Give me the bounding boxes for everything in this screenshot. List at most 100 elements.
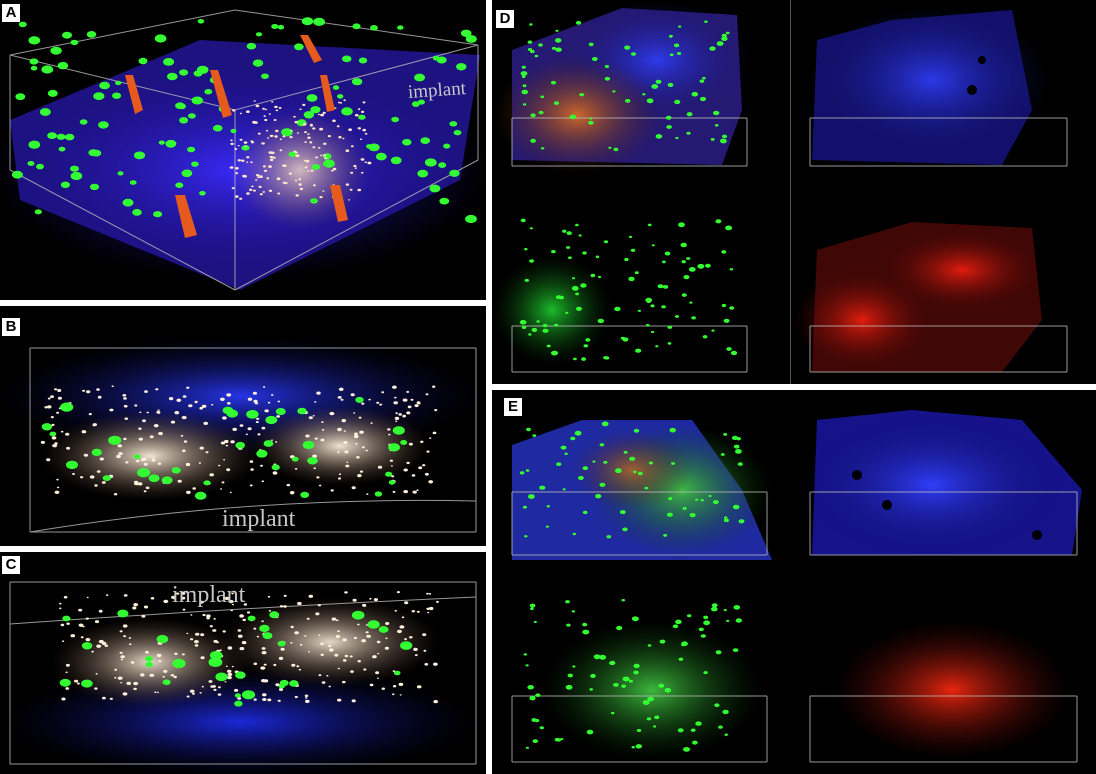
cell-dot [650, 304, 655, 308]
cell-dot [223, 459, 226, 461]
cell-dot [167, 72, 178, 81]
cell-dot [122, 394, 127, 397]
cell-dot [721, 303, 727, 308]
cell-dot [695, 721, 702, 726]
cell-dot [191, 161, 199, 167]
cell-dot [200, 633, 205, 637]
cell-dot [691, 316, 696, 320]
cell-dot [361, 639, 366, 643]
cell-dot [186, 490, 191, 494]
cell-dot [358, 114, 366, 120]
cell-dot [266, 177, 270, 180]
cell-dot [186, 695, 190, 698]
panel-e-render [511, 410, 1082, 763]
cell-dot [267, 698, 272, 702]
cell-dot [702, 76, 706, 80]
cell-dot [263, 440, 274, 447]
cell-dot [56, 133, 66, 140]
cell-dot [257, 132, 261, 135]
cell-dot [278, 656, 284, 660]
cell-dot [212, 629, 217, 632]
cell-dot [200, 656, 205, 660]
cell-dot [683, 275, 690, 280]
cell-dot [305, 159, 310, 163]
cell-dot [351, 78, 363, 86]
cell-dot [402, 415, 405, 418]
cell-dot [56, 411, 60, 414]
cell-dot [158, 660, 162, 663]
cell-dot [299, 643, 303, 646]
cell-dot [59, 607, 62, 610]
cell-dot [140, 673, 145, 677]
cell-dot [257, 176, 260, 179]
cell-dot [732, 648, 739, 652]
cell-dot [606, 535, 612, 539]
cell-dot [165, 139, 177, 148]
cell-dot [204, 89, 213, 95]
cell-dot [56, 478, 59, 481]
cell-dot [271, 439, 273, 441]
cell-dot [726, 347, 732, 351]
cell-dot [353, 164, 357, 168]
cell-dot [237, 629, 242, 632]
cell-dot [520, 71, 528, 76]
cell-dot [51, 436, 57, 440]
cell-dot [163, 599, 169, 604]
cell-dot [276, 415, 280, 418]
cell-dot [294, 120, 298, 124]
cell-dot [345, 464, 350, 468]
cell-dot [338, 136, 342, 139]
cell-dot [81, 430, 87, 434]
cell-dot [366, 144, 373, 149]
cell-dot [391, 116, 399, 123]
cell-dot [289, 680, 299, 687]
cell-dot [376, 640, 381, 644]
cell-dot [305, 434, 310, 438]
cell-dot [148, 474, 160, 482]
cell-dot [379, 403, 383, 406]
cell-dot [668, 497, 673, 501]
cell-dot [521, 89, 529, 95]
cell-dot [271, 464, 280, 471]
box-frame [29, 347, 477, 533]
cell-dot [723, 433, 728, 436]
cell-dot [624, 45, 631, 50]
cell-dot [666, 125, 672, 129]
cell-dot [229, 166, 234, 169]
cell-dot [326, 675, 329, 677]
cell-dot [655, 134, 663, 139]
cell-dot [708, 494, 712, 498]
cell-dot [259, 193, 263, 196]
cell-dot [531, 718, 537, 722]
cell-dot [357, 474, 362, 478]
cell-dot [85, 617, 89, 620]
cell-dot [568, 256, 572, 260]
cell-dot [72, 473, 75, 475]
cell-dot [70, 165, 79, 172]
cell-dot [54, 388, 58, 391]
cell-dot [86, 596, 89, 599]
cell-dot [162, 679, 171, 685]
cell-dot [667, 342, 672, 345]
cell-dot [737, 462, 743, 466]
cell-dot [362, 128, 367, 132]
cell-dot [653, 725, 657, 728]
cell-dot [156, 635, 169, 644]
cell-dot [238, 634, 243, 638]
cell-dot [666, 512, 673, 517]
cell-dot [155, 388, 159, 391]
cell-dot [692, 740, 698, 745]
cell-dot [436, 600, 439, 603]
cell-dot [566, 231, 572, 236]
cell-dot [711, 329, 715, 332]
cell-dot [601, 421, 609, 427]
cell-dot [239, 614, 245, 618]
cell-dot [66, 622, 70, 625]
cell-dot [117, 676, 123, 680]
cell-dot [572, 532, 576, 536]
cell-dot [161, 476, 173, 485]
cell-dot [328, 685, 332, 688]
cell-dot [282, 181, 286, 184]
cell-dot [525, 664, 529, 667]
cell-dot [661, 305, 666, 309]
